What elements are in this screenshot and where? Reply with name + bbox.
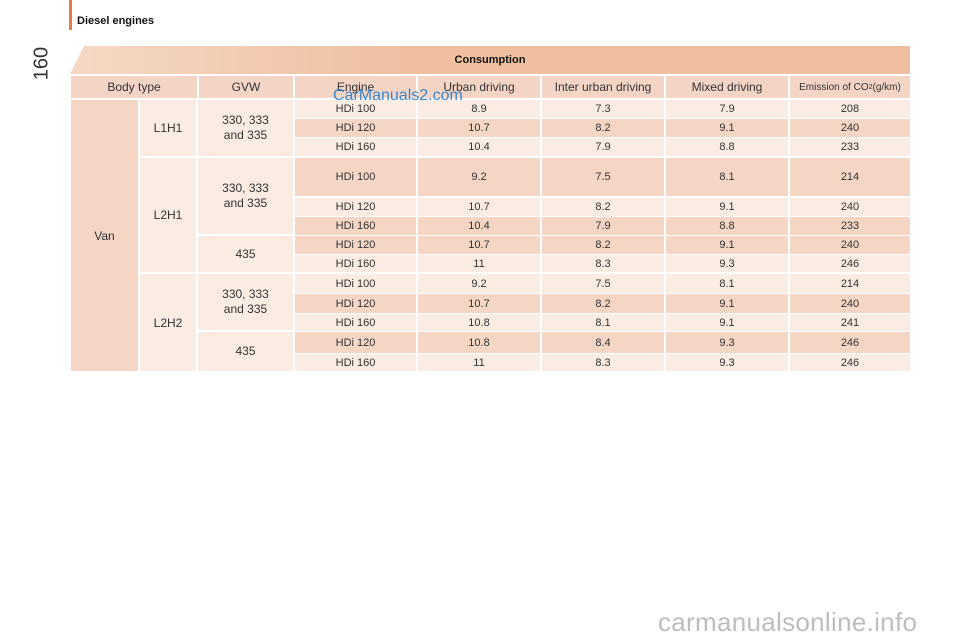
inter-urban-cell: 8.1 — [542, 314, 664, 331]
gvw-cell: 330, 333 and 335 — [198, 158, 293, 234]
engine-cell: HDi 120 — [295, 119, 416, 137]
inter-urban-cell: 7.9 — [542, 217, 664, 235]
header-engine: Engine — [295, 76, 416, 98]
engine-cell: HDi 100 — [295, 100, 416, 118]
table-title-band: Consumption — [70, 46, 910, 74]
urban-cell: 9.2 — [418, 158, 540, 196]
engine-cell: HDi 100 — [295, 274, 416, 293]
mixed-cell: 9.1 — [666, 236, 788, 254]
urban-cell: 10.7 — [418, 294, 540, 313]
inter-urban-cell: 7.5 — [542, 274, 664, 293]
mixed-cell: 7.9 — [666, 100, 788, 118]
inter-urban-cell: 8.2 — [542, 236, 664, 254]
watermark-carmanuals2: CarManuals2.com — [333, 87, 463, 104]
inter-urban-cell: 7.3 — [542, 100, 664, 118]
gvw-cell: 435 — [198, 332, 293, 371]
urban-cell: 10.4 — [418, 138, 540, 156]
table-title: Consumption — [454, 54, 526, 66]
emission-cell: 240 — [790, 119, 910, 137]
emission-cell: 246 — [790, 332, 910, 353]
header-emission: Emission of CO 2 (g/km) — [790, 76, 910, 98]
watermark-carmanualsonline: carmanualsonline.info — [658, 607, 918, 637]
emission-cell: 233 — [790, 138, 910, 156]
mixed-cell: 9.1 — [666, 314, 788, 331]
inter-urban-cell: 8.4 — [542, 332, 664, 353]
inter-urban-cell: 8.2 — [542, 119, 664, 137]
emission-cell: 246 — [790, 255, 910, 272]
emission-cell: 214 — [790, 158, 910, 196]
section-title: Diesel engines — [77, 15, 155, 27]
emission-cell: 241 — [790, 314, 910, 331]
mixed-cell: 9.1 — [666, 294, 788, 313]
gvw-cell: 330, 333 and 335 — [198, 274, 293, 330]
accent-bar — [69, 0, 72, 30]
emission-cell: 240 — [790, 294, 910, 313]
body-type-cell: Van — [71, 100, 138, 371]
mixed-cell: 8.8 — [666, 138, 788, 156]
emission-cell: 208 — [790, 100, 910, 118]
header-gvw: GVW — [199, 76, 293, 98]
engine-cell: HDi 160 — [295, 255, 416, 272]
header-inter-urban-driving: Inter urban driving — [542, 76, 664, 98]
header-urban-driving: Urban driving — [418, 76, 540, 98]
urban-cell: 8.9 — [418, 100, 540, 118]
gvw-cell: 330, 333 and 335 — [198, 100, 293, 156]
group-cell: L2H1 — [140, 158, 196, 272]
mixed-cell: 9.3 — [666, 354, 788, 371]
urban-cell: 10.4 — [418, 217, 540, 235]
gvw-cell: 435 — [198, 236, 293, 272]
group-cell: L1H1 — [140, 100, 196, 156]
page-number: 160 — [30, 46, 53, 81]
urban-cell: 11 — [418, 255, 540, 272]
mixed-cell: 9.1 — [666, 119, 788, 137]
emission-cell: 246 — [790, 354, 910, 371]
mixed-cell: 9.3 — [666, 332, 788, 353]
header-body-type: Body type — [71, 76, 197, 98]
inter-urban-cell: 8.2 — [542, 294, 664, 313]
mixed-cell: 8.8 — [666, 217, 788, 235]
mixed-cell: 9.1 — [666, 198, 788, 216]
emission-cell: 214 — [790, 274, 910, 293]
engine-cell: HDi 160 — [295, 138, 416, 156]
inter-urban-cell: 7.9 — [542, 138, 664, 156]
engine-cell: HDi 100 — [295, 158, 416, 196]
mixed-cell: 8.1 — [666, 274, 788, 293]
inter-urban-cell: 7.5 — [542, 158, 664, 196]
header-emission-suffix: (g/km) — [872, 81, 901, 93]
inter-urban-cell: 8.3 — [542, 354, 664, 371]
emission-cell: 233 — [790, 217, 910, 235]
mixed-cell: 8.1 — [666, 158, 788, 196]
header-emission-prefix: Emission of CO — [799, 81, 869, 93]
engine-cell: HDi 160 — [295, 314, 416, 331]
engine-cell: HDi 120 — [295, 294, 416, 313]
engine-cell: HDi 160 — [295, 217, 416, 235]
group-cell: L2H2 — [140, 274, 196, 371]
urban-cell: 11 — [418, 354, 540, 371]
urban-cell: 10.7 — [418, 119, 540, 137]
emission-cell: 240 — [790, 198, 910, 216]
urban-cell: 9.2 — [418, 274, 540, 293]
engine-cell: HDi 120 — [295, 332, 416, 353]
engine-cell: HDi 160 — [295, 354, 416, 371]
inter-urban-cell: 8.2 — [542, 198, 664, 216]
engine-cell: HDi 120 — [295, 198, 416, 216]
urban-cell: 10.8 — [418, 314, 540, 331]
urban-cell: 10.7 — [418, 236, 540, 254]
urban-cell: 10.7 — [418, 198, 540, 216]
header-mixed-driving: Mixed driving — [666, 76, 788, 98]
urban-cell: 10.8 — [418, 332, 540, 353]
mixed-cell: 9.3 — [666, 255, 788, 272]
header-emission-subscript: 2 — [868, 83, 873, 91]
engine-cell: HDi 120 — [295, 236, 416, 254]
inter-urban-cell: 8.3 — [542, 255, 664, 272]
emission-cell: 240 — [790, 236, 910, 254]
